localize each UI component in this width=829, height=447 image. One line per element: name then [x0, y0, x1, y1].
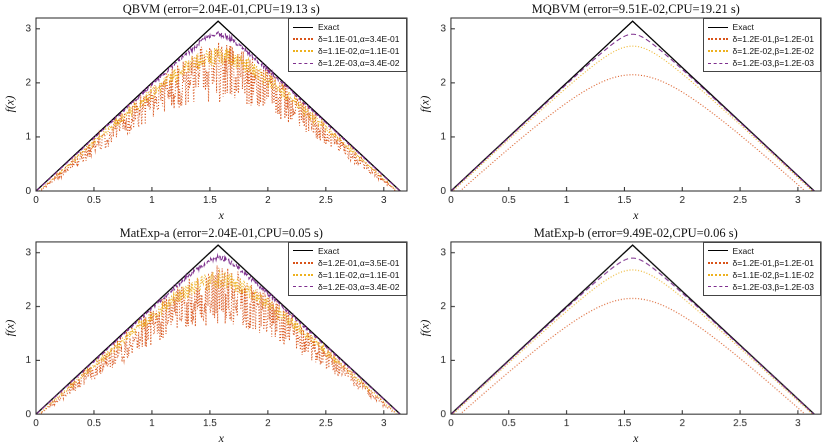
x-axis-label: x — [218, 431, 224, 445]
legend-line-sample — [293, 62, 314, 64]
legend-line-sample — [707, 62, 728, 64]
subplot-matexp-a: MatExp-a (error=2.04E-01,CPU=0.05 s) f(x… — [0, 223, 415, 447]
legend-line-sample — [293, 38, 314, 40]
chart-title: MatExp-a (error=2.04E-01,CPU=0.05 s) — [119, 225, 323, 240]
legend-line-sample — [707, 26, 728, 28]
subplot-mqbvm: MQBVM (error=9.51E-02,CPU=19.21 s) f(x) … — [414, 0, 829, 224]
legend-line-sample — [293, 261, 314, 264]
legend-item: δ=1.1E-01,α=3.4E-01 — [293, 33, 400, 45]
legend-label: δ=1.2E-01,α=3.5E-01 — [318, 257, 400, 268]
legend-line-sample — [293, 26, 314, 28]
legend-item: δ=1.1E-02,α=1.1E-01 — [293, 269, 400, 281]
legend-label: Exact — [318, 22, 340, 32]
legend-label: δ=1.1E-01,α=3.4E-01 — [318, 34, 400, 44]
legend-line-sample — [707, 38, 728, 40]
legend-label: Exact — [732, 245, 754, 256]
legend-line-sample — [293, 50, 314, 52]
legend-label: δ=1.2E-01,β=1.2E-01 — [732, 257, 814, 268]
legend-item: Exact — [293, 245, 399, 257]
legend-label: δ=1.2E-02,β=1.2E-02 — [732, 46, 814, 56]
legend-line-sample — [707, 286, 728, 287]
legend-label: δ=1.2E-03,β=1.2E-03 — [732, 58, 814, 68]
legend-line-sample — [293, 286, 314, 287]
chart-title: MatExp-b (error=9.49E-02,CPU=0.06 s) — [533, 225, 738, 240]
y-axis-label: f(x) — [417, 319, 431, 336]
legend-item: Exact — [293, 21, 399, 33]
legend-line-sample — [707, 261, 728, 264]
legend-label: δ=1.1E-02,β=1.1E-02 — [732, 269, 814, 280]
legend-label: δ=1.2E-03,β=1.2E-03 — [732, 281, 814, 292]
y-axis-label: f(x) — [417, 95, 431, 113]
legend-label: δ=1.1E-02,α=1.1E-01 — [318, 46, 400, 56]
legend-box: Exact δ=1.2E-01,α=3.5E-01 δ=1.1E-02,α=1.1E… — [288, 241, 407, 296]
legend-label: Exact — [318, 245, 340, 256]
legend-item: δ=1.2E-01,β=1.2E-01 — [707, 257, 814, 269]
legend-item: δ=1.2E-01,β=1.2E-01 — [707, 33, 814, 45]
y-axis-label: f(x) — [2, 319, 17, 336]
legend-box: Exact δ=1.2E-01,β=1.2E-01 δ=1.2E-02,β=1.2E… — [702, 18, 821, 72]
legend-label: Exact — [732, 22, 754, 32]
x-axis-label: x — [633, 431, 639, 445]
subplot-matexp-b: MatExp-b (error=9.49E-02,CPU=0.06 s) f(x… — [414, 223, 829, 447]
x-axis-label: x — [218, 207, 224, 222]
legend-item: Exact — [707, 21, 814, 33]
legend-item: δ=1.2E-03,α=3.4E-02 — [293, 281, 400, 293]
x-axis-label: x — [633, 207, 639, 222]
legend-line-sample — [707, 273, 728, 276]
legend-label: δ=1.2E-01,β=1.2E-01 — [732, 34, 814, 44]
chart-title: QBVM (error=2.04E-01,CPU=19.13 s) — [122, 2, 320, 16]
legend-box: Exact δ=1.1E-01,α=3.4E-01 δ=1.1E-02,α=1.1E… — [288, 18, 407, 72]
legend-label: δ=1.2E-03,α=3.4E-02 — [318, 281, 400, 292]
legend-line-sample — [707, 50, 728, 52]
legend-item: δ=1.2E-03,α=3.4E-02 — [293, 57, 400, 69]
legend-box: Exact δ=1.2E-01,β=1.2E-01 δ=1.1E-02,β=1.1E… — [702, 241, 821, 296]
chart-title: MQBVM (error=9.51E-02,CPU=19.21 s) — [531, 2, 740, 16]
legend-item: δ=1.2E-03,β=1.2E-03 — [707, 57, 814, 69]
legend-item: Exact — [707, 245, 814, 257]
legend-item: δ=1.1E-02,β=1.1E-02 — [707, 269, 814, 281]
legend-item: δ=1.1E-02,α=1.1E-01 — [293, 45, 400, 57]
legend-item: δ=1.2E-01,α=3.5E-01 — [293, 257, 400, 269]
legend-line-sample — [293, 273, 314, 276]
y-axis-label: f(x) — [2, 95, 17, 113]
legend-label: δ=1.2E-03,α=3.4E-02 — [318, 58, 400, 68]
legend-item: δ=1.2E-03,β=1.2E-03 — [707, 281, 814, 293]
legend-line-sample — [707, 250, 728, 251]
legend-line-sample — [293, 250, 314, 251]
subplot-qbvm: QBVM (error=2.04E-01,CPU=19.13 s) f(x) E… — [0, 0, 415, 224]
legend-item: δ=1.2E-02,β=1.2E-02 — [707, 45, 814, 57]
legend-label: δ=1.1E-02,α=1.1E-01 — [318, 269, 400, 280]
